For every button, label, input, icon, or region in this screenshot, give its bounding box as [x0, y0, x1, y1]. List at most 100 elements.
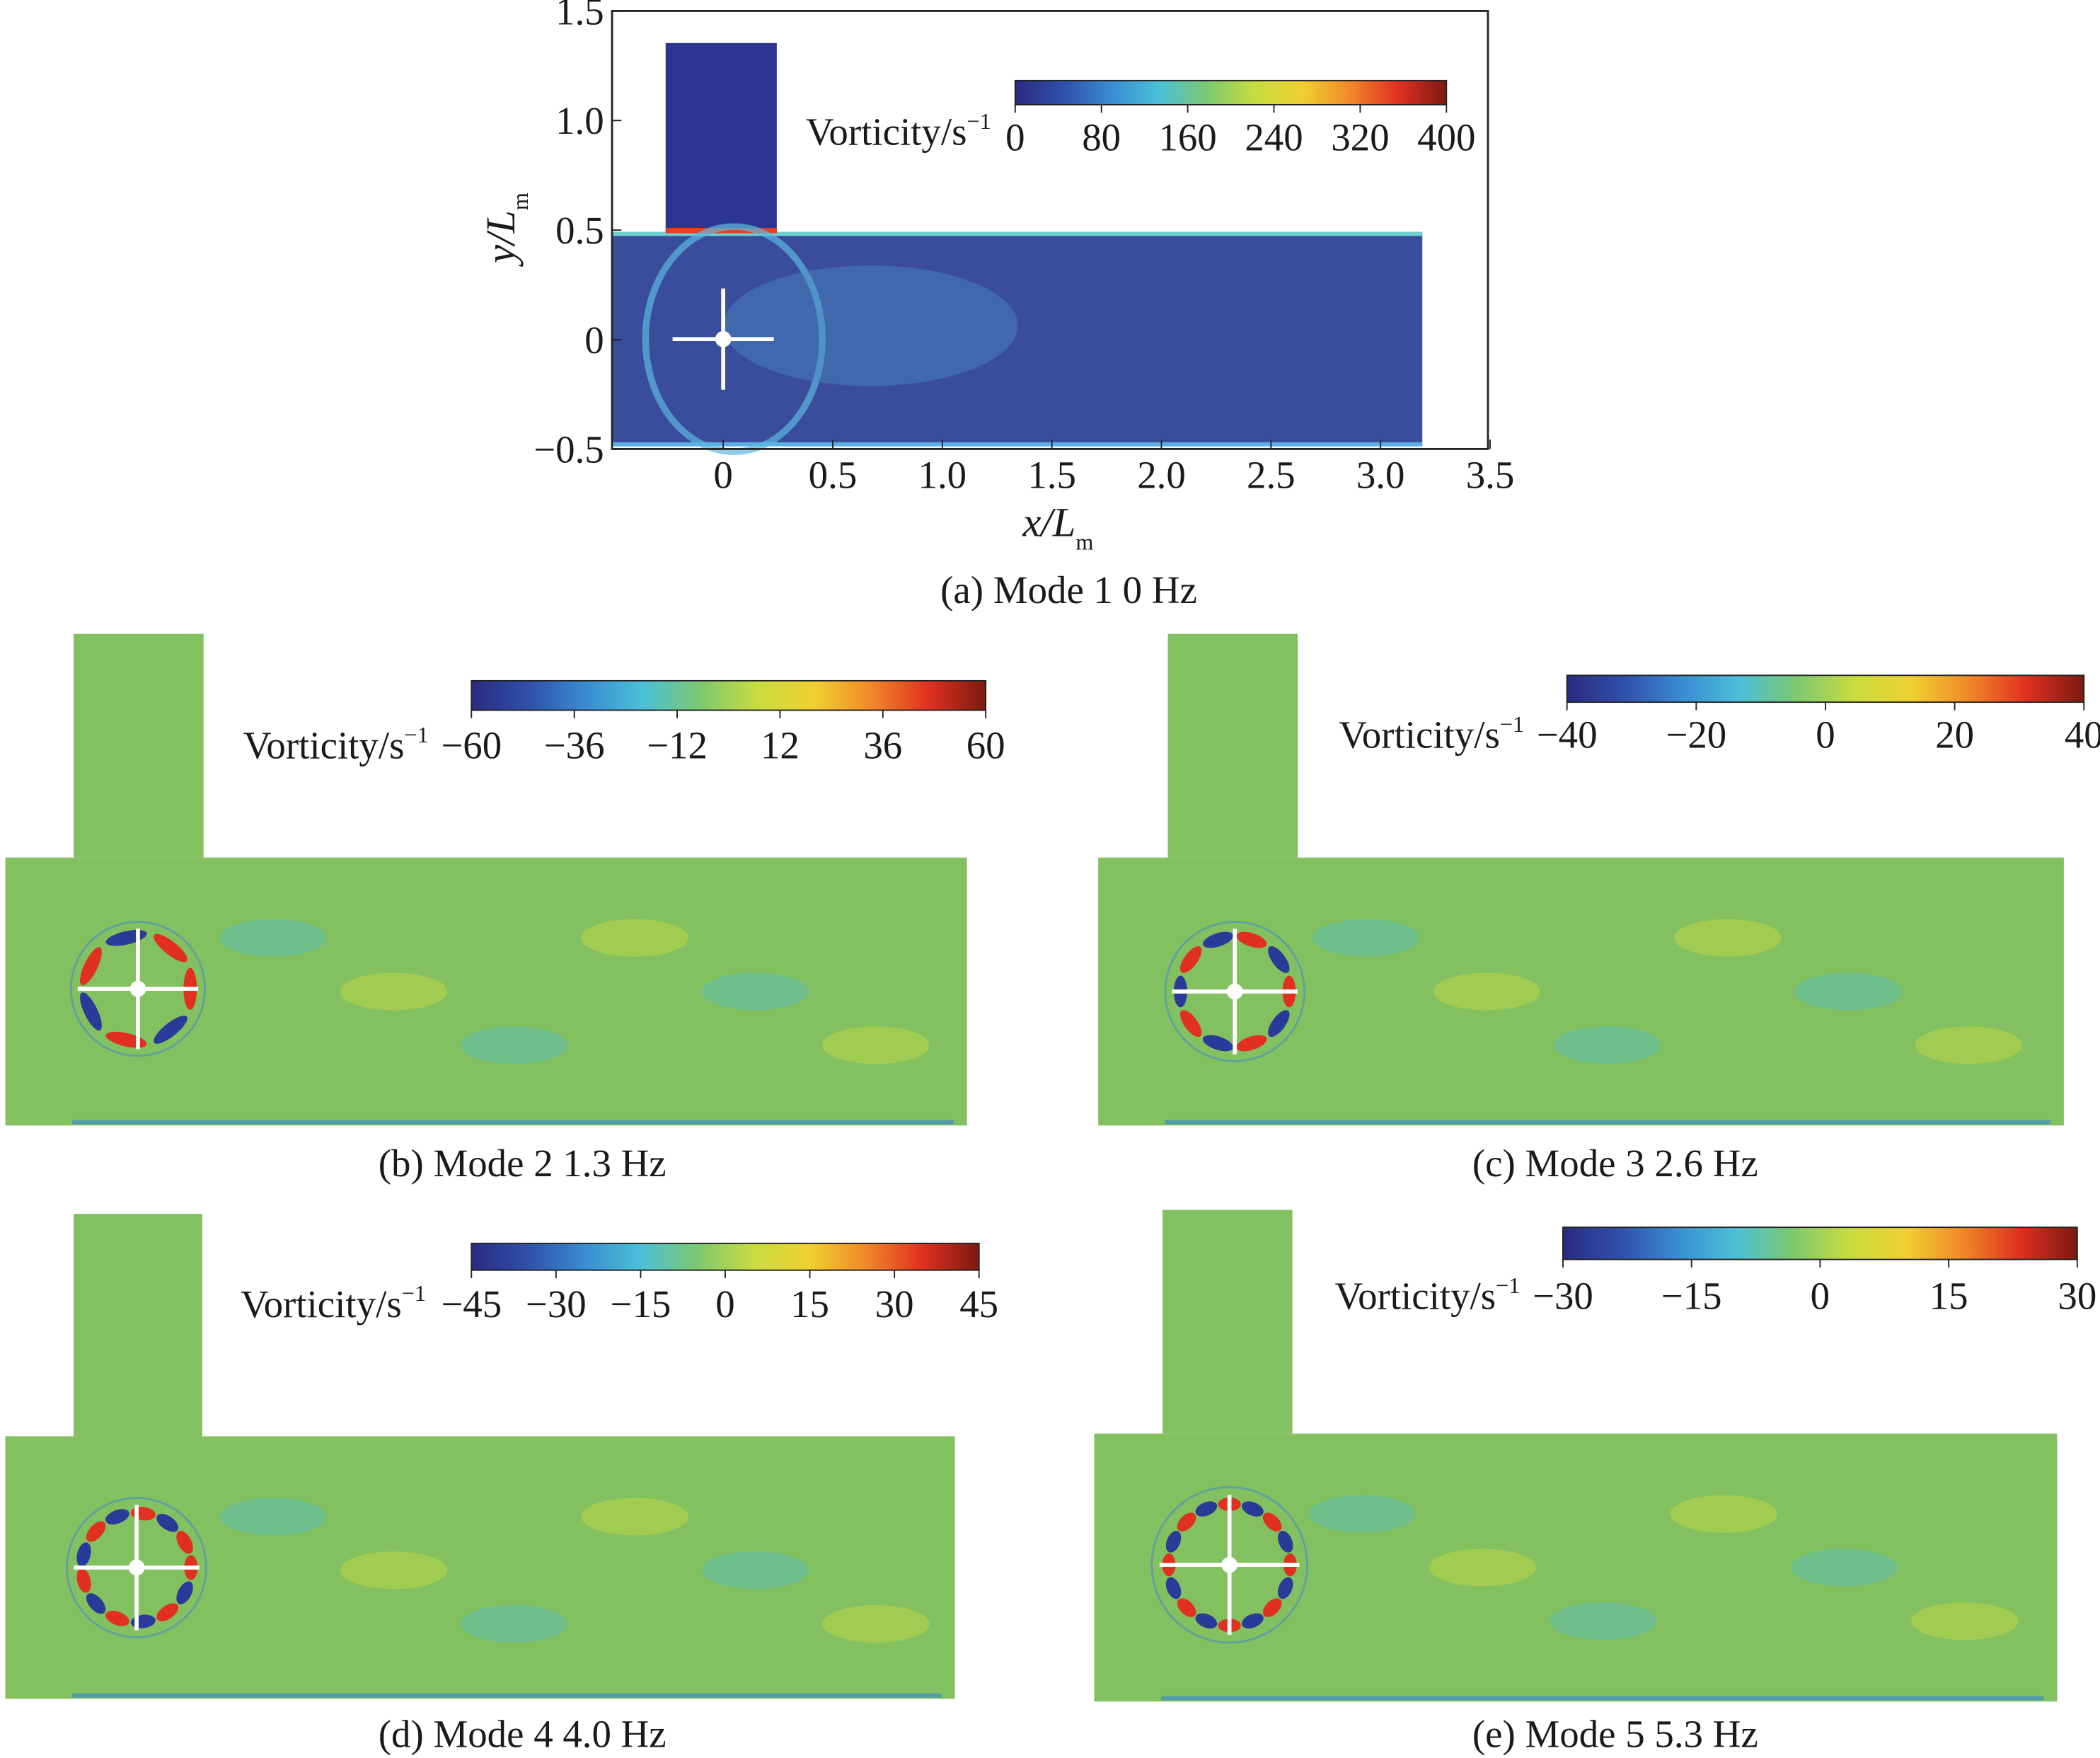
colorbar-tick-label: 400: [1417, 115, 1475, 159]
colorbar-tick-label: −45: [441, 1282, 502, 1326]
flow-structure: [1550, 1602, 1657, 1641]
rotor-hub: [715, 331, 732, 347]
vortex-blob: [1165, 1531, 1182, 1553]
vortex-blob: [105, 1610, 129, 1626]
wall-shear-top: [612, 231, 1423, 236]
colorbar: [471, 1242, 980, 1271]
x-tick-label: 2.5: [1247, 453, 1296, 496]
colorbar-tick-label: −30: [1533, 1275, 1593, 1318]
y-tick-label: 0.5: [555, 209, 604, 252]
colorbar-label: Vorticity/s−1: [241, 1280, 426, 1326]
flow-structure: [822, 1026, 930, 1064]
y-axis-label-subscript: m: [507, 193, 533, 210]
colorbar-tick-label: 0: [715, 1282, 734, 1326]
colorbar-unit-exponent: −1: [1496, 1272, 1520, 1298]
panel-d: −45 −30 −15 0 15 30 45 Vorticity/s−1 (d) Mode 4 …: [5, 1214, 998, 1756]
colorbar-tick-label: 80: [1082, 115, 1121, 159]
vortex-blob: [1268, 946, 1290, 973]
panel-e: −30 −15 0 15 30 Vorticity/s−1 (e) Mode 5 5.3 H…: [1094, 1210, 2096, 1756]
panel-caption: (c) Mode 3 2.6 Hz: [1472, 1142, 1758, 1185]
colorbar-label: Vorticity/s−1: [1335, 1272, 1521, 1318]
flow-structure: [219, 1498, 327, 1536]
colorbar-tick-label: 240: [1245, 115, 1303, 159]
flow-structure: [1433, 972, 1540, 1011]
colorbar: [1014, 79, 1448, 105]
vortex-blob: [154, 1016, 188, 1044]
colorbar-tick-label: −60: [441, 724, 502, 767]
colorbar-label: Vorticity/s−1: [243, 722, 429, 767]
wall-shear-bottom: [1165, 1120, 2050, 1125]
vortex-blob: [1268, 1010, 1290, 1038]
rotor-disk: [1150, 1486, 1308, 1644]
colorbar-tick-label: 160: [1158, 115, 1216, 159]
vortex-blob: [176, 1581, 193, 1604]
panel-caption: (b) Mode 2 1.3 Hz: [379, 1142, 667, 1185]
vortex-blob: [1195, 1501, 1218, 1517]
inlet-channel: [74, 1214, 202, 1437]
y-tick-label: 0: [584, 318, 604, 362]
colorbar-tick-label: −30: [526, 1282, 587, 1326]
flow-structure: [1429, 1549, 1537, 1587]
vortex-blob: [1203, 931, 1233, 948]
vortex-blob: [76, 1568, 91, 1593]
rotor-disk: [69, 921, 207, 1057]
colorbar-tick-label: −12: [647, 724, 708, 767]
flow-structure: [1794, 972, 1902, 1011]
colorbar-tick-label: −15: [1661, 1275, 1722, 1318]
vortex-blob: [80, 947, 102, 986]
panel-caption: (e) Mode 5 5.3 Hz: [1472, 1713, 1758, 1756]
rotor-vortex-ring: [642, 223, 826, 455]
colorbar-tick-label: 40: [2065, 713, 2100, 757]
panel-caption: (a) Mode 1 0 Hz: [940, 568, 1197, 611]
vortex-blob: [1179, 1010, 1202, 1038]
wall-shear-bottom: [612, 442, 1423, 447]
rotor-disk: [66, 1497, 207, 1638]
flow-structure: [1674, 919, 1782, 957]
inlet-channel: [74, 633, 204, 858]
wake-region: [723, 265, 1018, 386]
colorbar-tick-label: 30: [2058, 1275, 2096, 1318]
colorbar-tick-label: −20: [1666, 713, 1726, 757]
x-tick-label: 0.5: [809, 453, 858, 496]
colorbar-tick-label: 12: [761, 724, 800, 767]
inlet-channel: [665, 42, 777, 232]
vortex-blob: [1262, 1512, 1282, 1532]
colorbar-tick-label: 60: [967, 724, 1005, 767]
vortex-blob: [1177, 1598, 1196, 1617]
vortex-blob: [1262, 1598, 1282, 1617]
vortex-blob: [76, 1542, 91, 1567]
colorbar-label: Vorticity/s−1: [806, 108, 991, 154]
main-channel: [5, 857, 967, 1126]
vortex-blob: [105, 1509, 129, 1524]
y-axis-label: y/Lm: [478, 193, 533, 267]
main-channel: [1094, 1433, 2058, 1702]
flow-structure: [461, 1026, 568, 1064]
vortex-blob: [86, 1521, 106, 1542]
colorbar-unit-exponent: −1: [1500, 711, 1524, 737]
flow-structure: [581, 919, 688, 957]
x-tick-label: 1.0: [918, 453, 967, 496]
colorbar-tick-label: 0: [1005, 115, 1025, 159]
vortex-blob: [1236, 931, 1267, 948]
flow-structure: [1915, 1026, 2023, 1064]
colorbar-tick-label: 0: [1811, 1275, 1830, 1318]
vortex-blob: [1278, 1577, 1293, 1599]
colorbar-tick-label: −40: [1537, 713, 1598, 757]
y-tick-label: 1.0: [555, 99, 604, 142]
vortex-blob: [1242, 1613, 1264, 1628]
x-tick-label: 3.0: [1356, 453, 1405, 496]
flow-structure: [1308, 1495, 1416, 1533]
colorbar-tick-label: 20: [1935, 713, 1974, 757]
colorbar-unit-exponent: −1: [402, 1280, 426, 1306]
colorbar-tick-label: 30: [875, 1282, 914, 1326]
flow-structure: [1670, 1495, 1777, 1533]
x-tick-label: 3.5: [1466, 453, 1515, 496]
vortex-blob: [80, 992, 102, 1031]
flow-structure: [1911, 1602, 2019, 1641]
colorbar: [1566, 674, 2085, 703]
wall-shear-bottom: [1161, 1696, 2044, 1701]
rotor-hub: [1221, 1556, 1238, 1573]
vortex-blob: [1179, 946, 1202, 973]
flow-structure: [340, 1551, 448, 1590]
